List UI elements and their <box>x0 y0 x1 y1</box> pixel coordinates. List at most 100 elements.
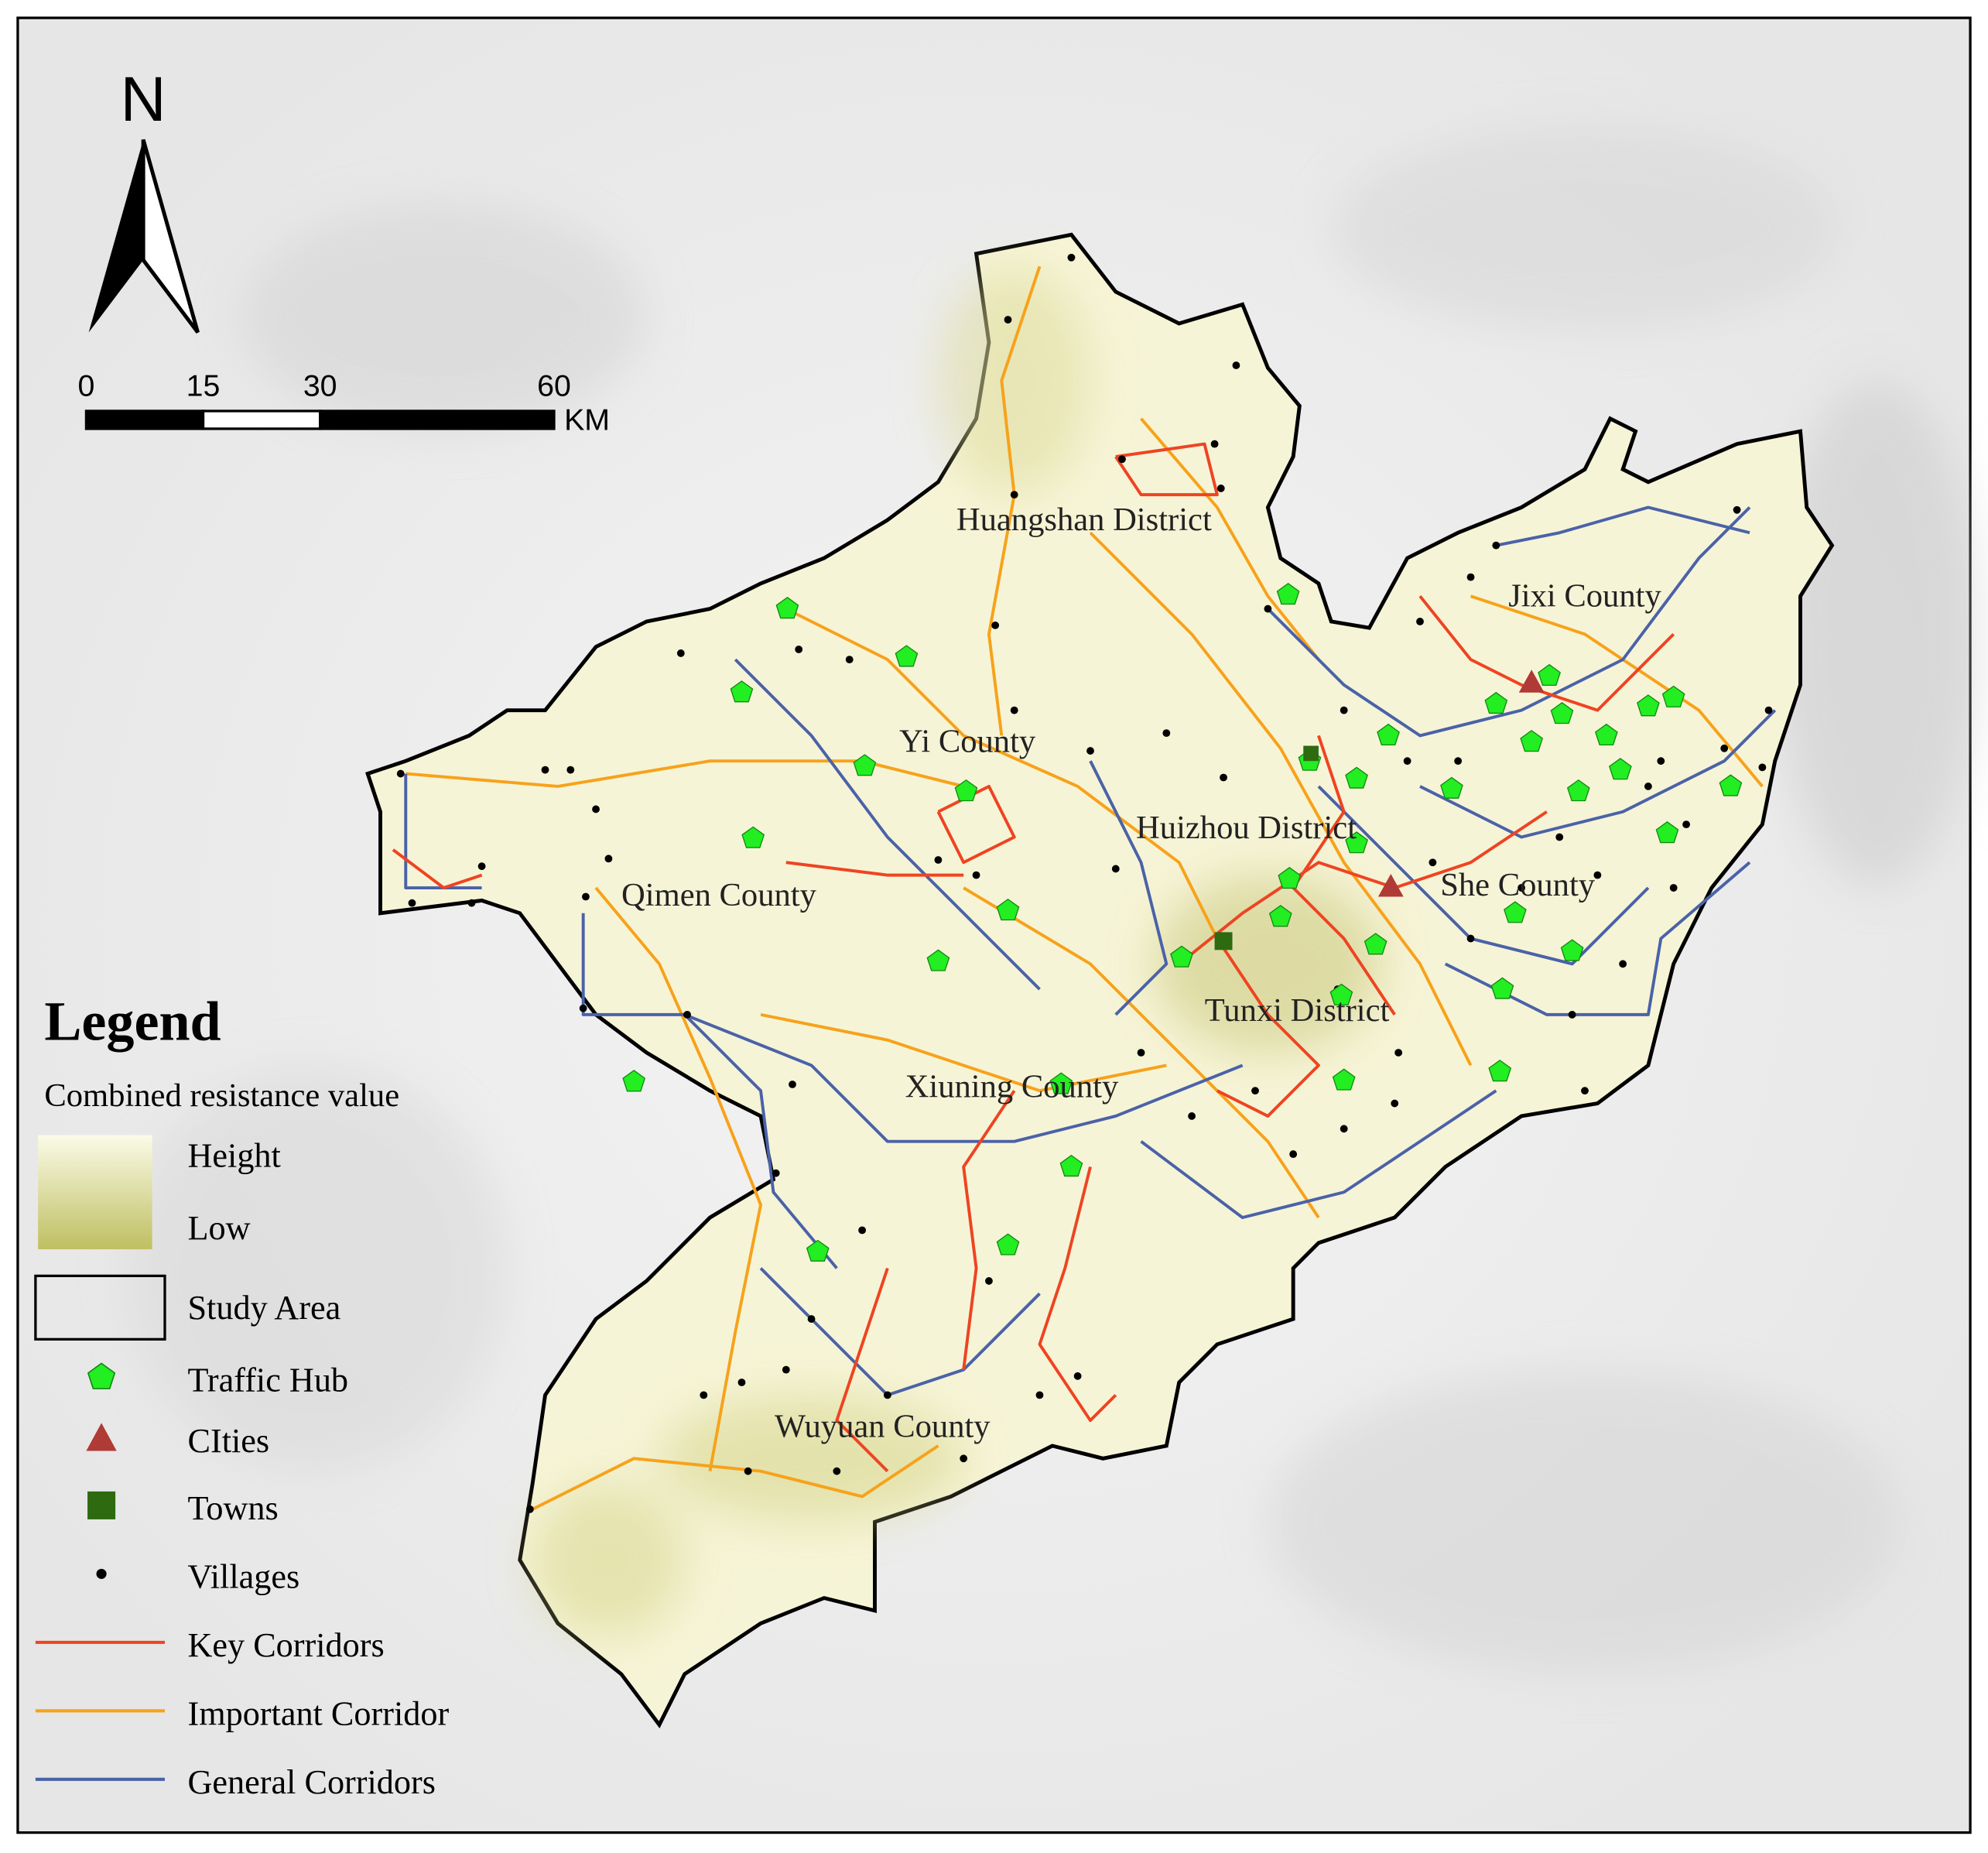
village <box>858 1226 867 1235</box>
traffic-hub <box>926 949 950 971</box>
village <box>1111 865 1120 873</box>
traffic-hub <box>1661 685 1685 707</box>
legend-label: Key Corridors <box>187 1626 384 1664</box>
village <box>972 871 980 879</box>
village <box>795 646 803 653</box>
village <box>566 766 575 774</box>
legend-symbol <box>87 1362 116 1389</box>
resistance-high: Height <box>187 1136 281 1174</box>
traffic-hub <box>1278 867 1302 889</box>
village <box>467 899 476 907</box>
village <box>1188 1112 1196 1120</box>
village <box>883 1391 891 1399</box>
village <box>737 1379 746 1386</box>
village <box>991 621 1000 629</box>
traffic-hub <box>1488 1060 1512 1082</box>
traffic-hub <box>954 779 978 802</box>
village <box>1220 773 1227 782</box>
legend-symbol <box>87 1491 116 1519</box>
traffic-hub <box>1566 779 1590 802</box>
legend-label: General Corridors <box>187 1763 435 1801</box>
village <box>1682 820 1690 829</box>
village <box>1216 485 1225 492</box>
village <box>396 769 405 778</box>
traffic-hub <box>1520 730 1544 752</box>
traffic-hub <box>996 1233 1020 1255</box>
place-label: Huizhou District <box>1136 810 1357 846</box>
village <box>1394 1049 1403 1057</box>
village <box>1619 960 1627 968</box>
traffic-hub <box>1538 663 1561 687</box>
traffic-hub <box>741 826 765 848</box>
village <box>1340 1125 1348 1133</box>
legend-label: Towns <box>187 1489 278 1527</box>
traffic-hub <box>1560 939 1584 961</box>
village <box>782 1365 790 1374</box>
village <box>789 1081 796 1088</box>
legend-label: Traffic Hub <box>187 1361 348 1399</box>
place-label: She County <box>1440 867 1596 903</box>
village <box>1010 491 1018 499</box>
traffic-hub <box>1345 766 1368 789</box>
village <box>1733 505 1741 514</box>
place-label: Tunxi District <box>1205 992 1390 1029</box>
scale-label: 15 <box>186 368 221 402</box>
north-arrow-right <box>141 139 200 334</box>
traffic-hub <box>775 597 799 619</box>
hillshade <box>126 126 1978 1674</box>
corridors <box>392 265 1777 1511</box>
village <box>1232 361 1240 369</box>
village <box>1067 253 1076 262</box>
village <box>1568 1010 1576 1019</box>
traffic-hub <box>1276 583 1300 605</box>
scale-segment <box>84 409 205 430</box>
town <box>1214 932 1233 950</box>
scale-label: 30 <box>303 368 337 402</box>
village <box>1162 729 1171 738</box>
village <box>1758 763 1767 772</box>
village <box>1454 757 1463 766</box>
legend-symbol <box>86 1423 117 1451</box>
scale-label: 0 <box>77 368 94 402</box>
village <box>1657 757 1665 766</box>
scale-segment <box>319 409 556 430</box>
traffic-hub <box>853 754 877 776</box>
place-label: Jixi County <box>1508 577 1661 614</box>
place-label: Qimen County <box>621 877 817 913</box>
traffic-hub <box>1377 723 1400 746</box>
legend-symbol <box>34 1274 166 1341</box>
village <box>1466 934 1475 943</box>
city <box>1377 874 1404 897</box>
traffic-hub <box>1490 977 1514 999</box>
village <box>1416 618 1424 625</box>
village <box>1010 706 1018 714</box>
village <box>541 766 549 774</box>
village <box>676 649 685 657</box>
legend-label: Villages <box>187 1557 299 1595</box>
village <box>744 1467 752 1475</box>
study-area <box>365 232 1835 1729</box>
north-arrow: N <box>88 64 200 334</box>
traffic-hub <box>1594 723 1618 746</box>
legend: Legend Combined resistance value Height … <box>34 991 449 1801</box>
traffic-hub <box>1504 901 1527 923</box>
village <box>1251 1087 1259 1095</box>
general-corridors <box>404 505 1777 1397</box>
village <box>1391 1099 1399 1108</box>
traffic-hub <box>1059 1154 1083 1177</box>
village <box>1340 706 1348 714</box>
traffic-hub <box>806 1239 830 1262</box>
traffic-hub <box>1364 933 1387 955</box>
north-label: N <box>121 64 166 135</box>
village <box>985 1277 993 1285</box>
village <box>1137 1049 1145 1057</box>
traffic-hub <box>1637 694 1660 717</box>
traffic-hub <box>996 898 1020 921</box>
traffic-hub <box>895 645 919 667</box>
scale-segment <box>201 409 322 430</box>
village <box>1118 455 1126 464</box>
village <box>1086 747 1094 755</box>
village <box>1555 833 1564 841</box>
